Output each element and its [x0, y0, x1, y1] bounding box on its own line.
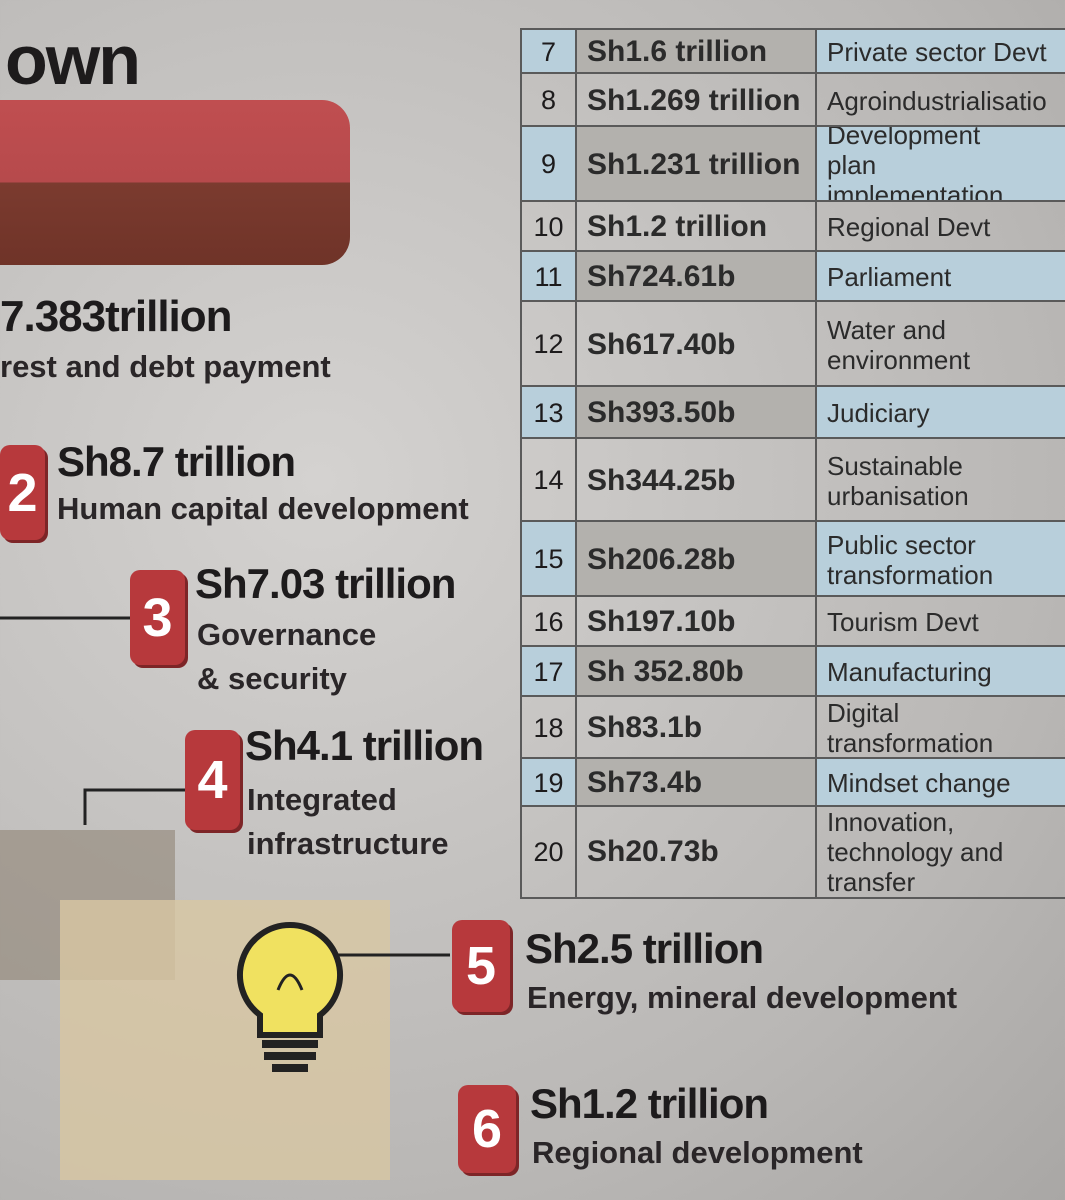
lead-label: rest and debt payment: [0, 349, 331, 384]
sector-cell: Mindset change: [815, 759, 1065, 807]
table-row: 9 Sh1.231 trillion Development plan implem…: [520, 125, 1065, 202]
rank-cell: 8: [520, 74, 575, 127]
lightbulb: [237, 921, 343, 1072]
rank-cell: 16: [520, 597, 575, 647]
table-row: 13 Sh393.50b Judiciary: [520, 385, 1065, 439]
table-row: 20 Sh20.73b Innovation, technology and tra…: [520, 805, 1065, 899]
table-row: 14 Sh344.25b Sustainable urbanisation: [520, 437, 1065, 522]
rank-cell: 9: [520, 127, 575, 202]
amount-cell: Sh197.10b: [575, 597, 815, 647]
rank-badge: 3: [130, 570, 185, 665]
lead-amount: 7.383trillion: [0, 292, 233, 341]
amount: Sh1.2 trillion: [530, 1080, 769, 1127]
sector-cell: Water and environment: [815, 302, 1065, 387]
table-row: 7 Sh1.6 trillion Private sector Devt: [520, 28, 1065, 74]
sector-cell: Public sector transformation: [815, 522, 1065, 597]
amount-cell: Sh724.61b: [575, 252, 815, 302]
sector-cell: Regional Devt: [815, 202, 1065, 252]
sector-cell: Judiciary: [815, 387, 1065, 439]
label: Governance & security: [197, 617, 377, 696]
table-row: 19 Sh73.4b Mindset change: [520, 757, 1065, 807]
amount-cell: Sh1.269 trillion: [575, 74, 815, 127]
amount-cell: Sh 352.80b: [575, 647, 815, 697]
rank-cell: 19: [520, 759, 575, 807]
rank-cell: 14: [520, 439, 575, 522]
rank-cell: 13: [520, 387, 575, 439]
amount-cell: Sh393.50b: [575, 387, 815, 439]
amount-cell: Sh617.40b: [575, 302, 815, 387]
sector-cell: Parliament: [815, 252, 1065, 302]
sector-cell: Sustainable urbanisation: [815, 439, 1065, 522]
table-row: 15 Sh206.28b Public sector transformation: [520, 520, 1065, 597]
sector-cell: Agroindustrialisatio: [815, 74, 1065, 127]
table-row: 12 Sh617.40b Water and environment: [520, 300, 1065, 387]
table-row: 10 Sh1.2 trillion Regional Devt: [520, 200, 1065, 252]
rank-cell: 11: [520, 252, 575, 302]
rank-badge: 6: [458, 1085, 516, 1173]
rank-cell: 10: [520, 202, 575, 252]
rank-badge: 5: [452, 920, 510, 1012]
amount: Sh8.7 trillion: [57, 438, 296, 485]
rank-cell: 18: [520, 697, 575, 759]
rank-cell: 17: [520, 647, 575, 697]
red-bar: [0, 100, 350, 265]
heading: own: [5, 21, 141, 99]
sector-cell: Private sector Devt: [815, 30, 1065, 74]
rank-cell: 12: [520, 302, 575, 387]
amount-cell: Sh20.73b: [575, 807, 815, 897]
table-row: 8 Sh1.269 trillion Agroindustrialisatio: [520, 72, 1065, 127]
amount: Sh4.1 trillion: [245, 722, 484, 769]
rank-cell: 15: [520, 522, 575, 597]
label: Energy, mineral development: [527, 980, 958, 1015]
sector-cell: Tourism Devt: [815, 597, 1065, 647]
table-row: 17 Sh 352.80b Manufacturing: [520, 645, 1065, 697]
table-row: 11 Sh724.61b Parliament: [520, 250, 1065, 302]
rank-badge: 4: [185, 730, 240, 830]
amount: Sh2.5 trillion: [525, 925, 764, 972]
label: Regional development: [532, 1135, 863, 1170]
rank-cell: 20: [520, 807, 575, 897]
amount-cell: Sh206.28b: [575, 522, 815, 597]
rank-cell: 7: [520, 30, 575, 74]
amount-cell: Sh1.6 trillion: [575, 30, 815, 74]
sector-cell: Innovation, technology and transfer: [815, 807, 1065, 897]
amount-cell: Sh1.231 trillion: [575, 127, 815, 202]
amount-cell: Sh83.1b: [575, 697, 815, 759]
label: Integrated infrastructure: [247, 782, 449, 861]
table-row: 18 Sh83.1b Digital transformation: [520, 695, 1065, 759]
amount-cell: Sh73.4b: [575, 759, 815, 807]
sector-cell: Manufacturing: [815, 647, 1065, 697]
rank-badge: 2: [0, 445, 45, 540]
sector-cell: Development plan implementation: [815, 127, 1065, 202]
table-row: 16 Sh197.10b Tourism Devt: [520, 595, 1065, 647]
sector-cell: Digital transformation: [815, 697, 1065, 759]
amount: Sh7.03 trillion: [195, 560, 456, 607]
amount-cell: Sh1.2 trillion: [575, 202, 815, 252]
label: Human capital development: [57, 491, 469, 526]
amount-cell: Sh344.25b: [575, 439, 815, 522]
